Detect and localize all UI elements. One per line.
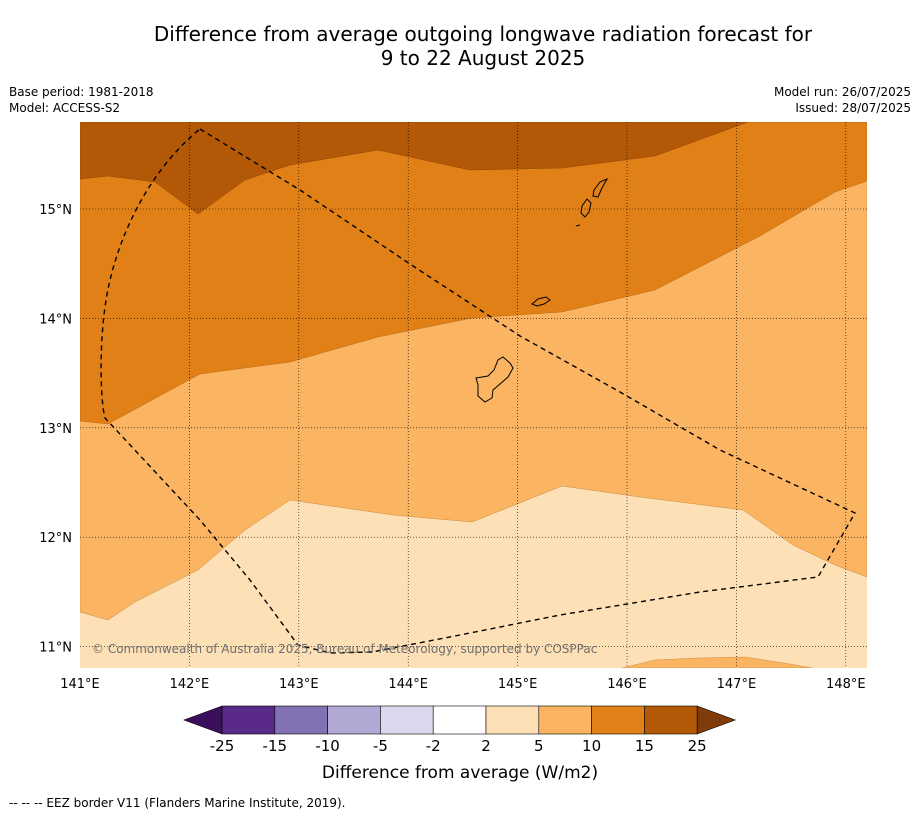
model-name: Model: ACCESS-S2 (9, 101, 121, 115)
chart-title: Difference from average outgoing longwav… (0, 22, 919, 70)
eez-source-note: -- -- -- EEZ border V11 (Flanders Marine… (9, 796, 346, 810)
title-line-2: 9 to 22 August 2025 (380, 46, 586, 70)
colorbar-segment (274, 705, 328, 735)
latitude-labels: 15°N 14°N 13°N 12°N 11°N (39, 203, 72, 656)
colorbar-segment (591, 705, 645, 735)
model-run: Model run: 26/07/2025 (773, 85, 911, 99)
colorbar-segment (644, 705, 698, 735)
lon-tick-label: 145°E (498, 677, 538, 692)
band-10-15 (80, 122, 867, 425)
colorbar-tick: -2 (426, 737, 441, 755)
colorbar-tick: 15 (635, 737, 654, 755)
colorbar-low-extension (183, 705, 223, 735)
colorbar-tick: 2 (481, 737, 491, 755)
band-5-10-south (621, 656, 813, 668)
colorbar-tick: -10 (315, 737, 340, 755)
colorbar-segment (380, 705, 434, 735)
colorbar-segment (485, 705, 540, 735)
lat-tick-label: 11°N (39, 641, 72, 656)
lat-tick-label: 15°N (39, 203, 72, 218)
graticule (80, 122, 867, 668)
meta-left: Base period: 1981-2018 Model: ACCESS-S2 (9, 84, 154, 116)
lat-tick-label: 12°N (39, 531, 72, 546)
colorbar (183, 705, 737, 735)
base-period: Base period: 1981-2018 (9, 85, 154, 99)
lat-tick-label: 13°N (39, 422, 72, 437)
contour-fill (80, 122, 867, 668)
colorbar-tick: 5 (534, 737, 544, 755)
title-line-1: Difference from average outgoing longwav… (153, 22, 813, 46)
colorbar-tick: -5 (373, 737, 388, 755)
aguijan-outline (575, 224, 581, 227)
saipan-outline (592, 177, 609, 198)
colorbar-tick: -25 (210, 737, 235, 755)
rota-outline (531, 296, 551, 307)
meta-right: Model run: 26/07/2025 Issued: 28/07/2025 (774, 84, 911, 116)
colorbar-segment (327, 705, 381, 735)
lon-tick-label: 141°E (60, 677, 100, 692)
colorbar-tick: -15 (263, 737, 288, 755)
lat-tick-label: 14°N (39, 312, 72, 327)
colorbar-segment (432, 705, 487, 735)
colorbar-high-extension (696, 705, 737, 735)
colorbar-label: Difference from average (W/m2) (322, 763, 598, 783)
lon-tick-label: 144°E (388, 677, 428, 692)
colorbar-segment (221, 705, 276, 735)
tinian-outline (580, 198, 592, 218)
colorbar-segment (538, 705, 592, 735)
lon-tick-label: 142°E (170, 677, 210, 692)
lon-tick-label: 147°E (717, 677, 757, 692)
issued-date: Issued: 28/07/2025 (795, 101, 911, 115)
copyright-text: © Commonwealth of Australia 2025, Bureau… (92, 642, 597, 656)
colorbar-tick: 10 (582, 737, 601, 755)
lon-tick-label: 146°E (607, 677, 647, 692)
lon-tick-label: 143°E (279, 677, 319, 692)
colorbar-tick: 25 (688, 737, 707, 755)
eez-border (100, 128, 856, 654)
lon-tick-label: 148°E (826, 677, 866, 692)
colorbar-tick-labels: -25 -15 -10 -5 -2 2 5 10 15 25 (210, 737, 707, 755)
island-outlines (475, 177, 609, 403)
guam-outline (475, 356, 514, 403)
band-15-25 (80, 122, 749, 215)
longitude-labels: 141°E 142°E 143°E 144°E 145°E 146°E 147°E 148°E (60, 677, 865, 692)
